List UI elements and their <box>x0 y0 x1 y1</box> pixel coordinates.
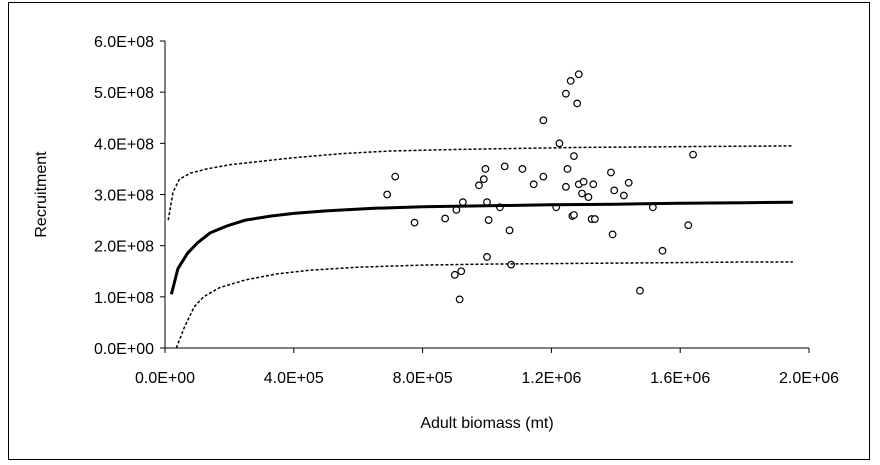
data-point <box>441 214 450 223</box>
y-tick-label: 1.0E+08 <box>94 290 154 307</box>
data-point <box>518 165 527 173</box>
data-point <box>624 178 633 187</box>
fitted-curve-line <box>169 200 793 295</box>
x-tick-label: 1.6E+06 <box>650 370 710 387</box>
data-point <box>529 180 538 189</box>
data-point <box>458 198 467 207</box>
data-point <box>658 246 667 255</box>
data-point <box>500 162 509 171</box>
data-point <box>590 215 599 223</box>
data-point <box>561 89 570 98</box>
data-point <box>610 186 619 195</box>
data-point <box>561 182 570 191</box>
data-point <box>481 165 490 173</box>
x-tick-label: 4.0E+05 <box>264 370 324 387</box>
y-tick-label: 2.0E+08 <box>94 239 154 256</box>
x-ticks: 0.0E+00 4.0E+05 8.0E+05 1.2E+06 1.6E+06 2.0E+… <box>135 348 839 387</box>
data-point <box>391 172 400 181</box>
data-point <box>570 211 578 219</box>
y-tick-label: 0.0E+00 <box>94 341 154 358</box>
data-point <box>475 181 483 190</box>
data-point <box>484 216 493 224</box>
data-point <box>619 191 628 200</box>
plot-area: 0.0E+00 1.0E+08 2.0E+08 3.0E+08 4.0E+08 5.0E+… <box>94 34 839 387</box>
y-tick-label: 4.0E+08 <box>94 136 154 153</box>
x-tick-label: 0.0E+00 <box>135 370 195 387</box>
x-tick-label: 8.0E+05 <box>393 370 453 387</box>
data-point <box>636 286 644 295</box>
data-point <box>684 221 693 230</box>
data-point <box>450 270 459 279</box>
confidence-bound-line <box>167 145 793 221</box>
data-point <box>483 253 491 261</box>
data-point <box>455 295 464 304</box>
y-tick-label: 5.0E+08 <box>94 85 154 102</box>
data-point <box>566 77 575 85</box>
data-point <box>505 226 514 235</box>
data-point <box>457 267 466 276</box>
confidence-bound-line <box>175 261 793 349</box>
data-point <box>555 139 564 148</box>
data-point <box>410 218 419 227</box>
data-point <box>383 190 392 199</box>
data-point <box>570 152 578 161</box>
data-point <box>479 175 488 184</box>
data-point <box>584 193 593 201</box>
data-point <box>539 116 548 125</box>
chart-frame <box>8 2 870 460</box>
data-point <box>578 189 586 198</box>
data-point <box>608 230 617 239</box>
data-point <box>689 150 697 159</box>
y-ticks: 0.0E+00 1.0E+08 2.0E+08 3.0E+08 4.0E+08 5.0E+… <box>94 34 165 358</box>
data-point <box>573 99 582 108</box>
y-axis-title: Recruitment <box>33 151 50 238</box>
data-point <box>563 165 572 173</box>
data-point <box>607 168 615 177</box>
data-point <box>574 70 583 79</box>
data-point <box>539 172 548 181</box>
series-layer <box>167 70 793 349</box>
x-tick-label: 2.0E+06 <box>779 370 839 387</box>
data-point <box>579 177 588 186</box>
data-point <box>589 180 598 189</box>
y-tick-label: 6.0E+08 <box>94 34 154 51</box>
x-tick-label: 1.2E+06 <box>521 370 581 387</box>
x-axis-title: Adult biomass (mt) <box>420 415 553 432</box>
y-tick-label: 3.0E+08 <box>94 188 154 205</box>
